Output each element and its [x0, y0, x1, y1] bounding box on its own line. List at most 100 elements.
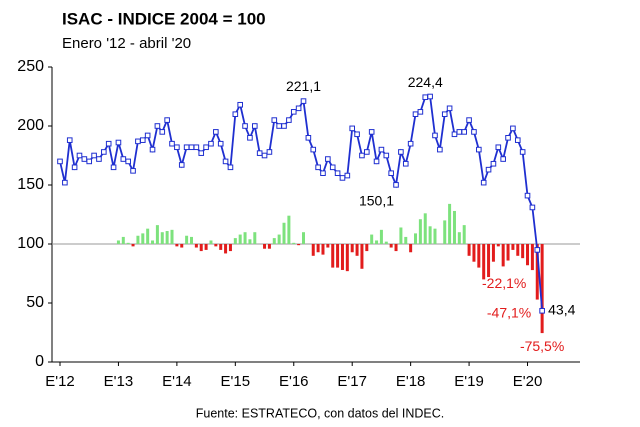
marker	[334, 170, 341, 176]
marker	[198, 150, 205, 156]
bar	[209, 240, 213, 244]
chart-subtitle: Enero '12 - abril '20	[62, 35, 191, 52]
marker	[208, 140, 214, 147]
bar	[243, 232, 247, 244]
x-tick-label: E'14	[162, 373, 192, 390]
marker	[325, 156, 331, 162]
bar	[321, 244, 325, 255]
bar	[189, 236, 193, 244]
marker	[364, 149, 370, 155]
bar	[141, 233, 145, 244]
marker	[115, 139, 122, 146]
bar-label: -75,5%	[520, 338, 564, 354]
x-tick-label: E'16	[279, 373, 309, 390]
bar	[399, 227, 403, 244]
marker	[125, 158, 131, 165]
marker	[300, 98, 307, 104]
bar	[185, 235, 189, 244]
x-tick-label: E'20	[513, 373, 543, 390]
bar	[535, 244, 539, 300]
bar	[540, 244, 544, 334]
marker	[402, 160, 409, 167]
marker	[476, 146, 482, 153]
marker	[359, 152, 365, 159]
bar	[136, 235, 140, 244]
marker	[354, 131, 360, 138]
marker	[62, 179, 68, 186]
marker	[451, 131, 458, 138]
marker	[96, 156, 102, 162]
bar	[350, 244, 354, 253]
marker	[417, 109, 424, 115]
line	[59, 95, 544, 311]
marker	[76, 152, 83, 159]
marker	[534, 247, 541, 253]
marker	[432, 132, 438, 139]
bar	[121, 236, 125, 244]
marker	[315, 164, 321, 171]
marker	[490, 160, 497, 167]
marker	[505, 135, 511, 141]
marker	[139, 137, 146, 143]
marker	[412, 111, 419, 118]
marker	[120, 156, 127, 162]
marker	[290, 109, 297, 115]
marker	[329, 164, 336, 171]
marker	[276, 123, 282, 129]
bar	[423, 213, 427, 244]
bar	[462, 225, 466, 244]
marker	[480, 179, 487, 186]
marker	[242, 123, 248, 129]
bar-label: -47,1%	[487, 304, 531, 320]
bar	[219, 244, 223, 250]
bar	[116, 240, 120, 244]
bar	[491, 244, 495, 262]
y-tick-label: 250	[17, 58, 44, 75]
bar	[370, 234, 374, 244]
bar	[467, 244, 471, 256]
bar	[204, 244, 208, 250]
marker	[232, 111, 239, 118]
bar	[477, 244, 481, 268]
marker	[286, 117, 292, 123]
bar	[384, 241, 388, 244]
x-tick-label: E'19	[454, 373, 484, 390]
marker	[368, 129, 375, 135]
bar	[457, 232, 461, 244]
marker	[466, 117, 472, 123]
point-label: 43,4	[548, 301, 575, 317]
marker	[266, 149, 273, 155]
y-tick-label: 50	[26, 294, 44, 311]
x-tick-label: E'15	[221, 373, 251, 390]
bar	[151, 240, 155, 244]
bar	[253, 232, 257, 244]
marker	[344, 172, 351, 179]
marker	[295, 105, 302, 112]
marker	[539, 307, 545, 314]
marker	[461, 129, 468, 135]
marker	[514, 137, 521, 143]
marker	[471, 129, 477, 135]
marker	[495, 144, 502, 151]
bar	[375, 240, 379, 244]
bar	[326, 244, 330, 248]
bar	[292, 242, 296, 244]
marker	[378, 146, 385, 153]
y-tick-label: 100	[17, 235, 44, 252]
bar	[389, 244, 393, 248]
marker	[188, 144, 195, 151]
marker	[213, 129, 219, 135]
marker	[183, 144, 190, 151]
marker	[154, 123, 161, 129]
point-label: 221,1	[286, 78, 321, 94]
bar	[360, 244, 364, 269]
bar	[511, 244, 515, 250]
marker	[510, 125, 516, 132]
marker	[178, 162, 185, 168]
marker	[456, 129, 463, 135]
x-tick-label: E'12	[45, 373, 75, 390]
marker	[174, 144, 180, 151]
marker	[407, 140, 414, 147]
bar	[379, 229, 383, 244]
